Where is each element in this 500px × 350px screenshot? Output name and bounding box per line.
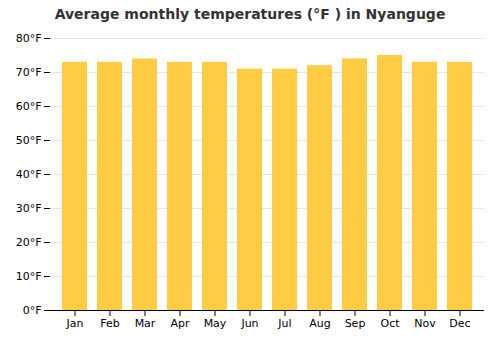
svg-text:Dec: Dec <box>449 317 470 330</box>
svg-text:0°F: 0°F <box>23 304 42 317</box>
svg-text:80°F: 80°F <box>16 32 42 45</box>
svg-text:40°F: 40°F <box>16 168 42 181</box>
svg-text:Feb: Feb <box>100 317 119 330</box>
svg-text:30°F: 30°F <box>16 202 42 215</box>
svg-text:Oct: Oct <box>380 317 400 330</box>
html-text:Average monthly temperatures (: Average monthly temperatures (°F ) in Ny… <box>54 6 446 22</box>
svg-text:Mar: Mar <box>135 317 156 330</box>
svg-text:May: May <box>204 317 227 330</box>
svg-text:Jan: Jan <box>66 317 84 330</box>
svg-text:Jun: Jun <box>240 317 258 330</box>
svg-text:Jul: Jul <box>277 317 291 330</box>
svg-text:Aug: Aug <box>309 317 330 330</box>
svg-text:60°F: 60°F <box>16 100 42 113</box>
svg-text:20°F: 20°F <box>16 236 42 249</box>
svg-text:Nov: Nov <box>414 317 436 330</box>
svg-text:Sep: Sep <box>345 317 366 330</box>
svg-text:50°F: 50°F <box>16 134 42 147</box>
svg-text:10°F: 10°F <box>16 270 42 283</box>
svg-text:70°F: 70°F <box>16 66 42 79</box>
svg-text:Apr: Apr <box>170 317 190 330</box>
